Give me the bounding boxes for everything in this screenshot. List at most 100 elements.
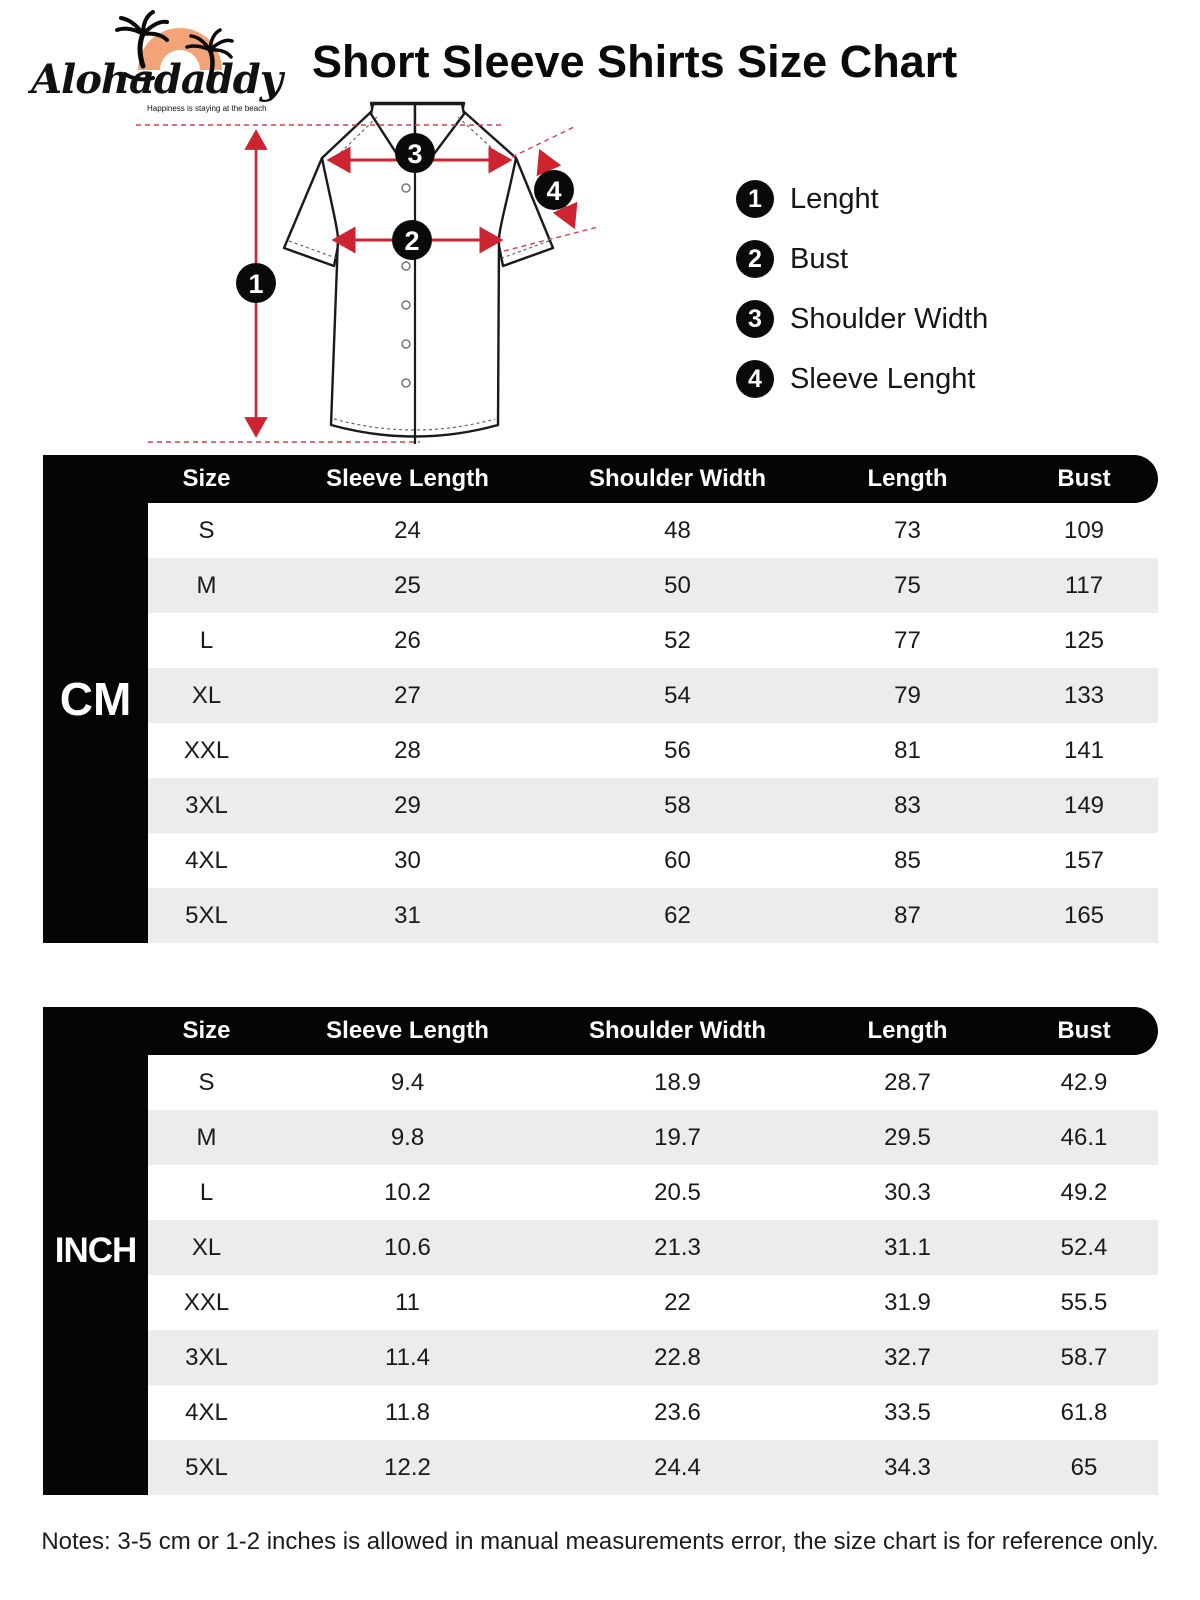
palm-sun-icon	[115, 10, 234, 82]
table-row: M 9.8 19.7 29.5 46.1	[148, 1110, 1158, 1165]
diagram-number-badges: 1 2 3 4	[236, 133, 574, 303]
value-cell: 32.7	[805, 1330, 1010, 1385]
value-cell: 24.4	[550, 1440, 805, 1495]
value-cell: 149	[1010, 778, 1158, 833]
legend-item-sleeve-length: 4 Sleeve Lenght	[736, 360, 988, 398]
value-cell: 18.9	[550, 1055, 805, 1110]
size-cell: S	[148, 503, 265, 558]
size-cell: M	[148, 1110, 265, 1165]
table-row: 5XL 12.2 24.4 34.3 65	[148, 1440, 1158, 1495]
brand-tagline: Happiness is staying at the beach	[147, 104, 267, 113]
value-cell: 81	[805, 723, 1010, 778]
size-cell: 3XL	[148, 778, 265, 833]
value-cell: 60	[550, 833, 805, 888]
cm-table-header-row: Size Sleeve Length Shoulder Width Length…	[148, 455, 1158, 503]
table-row: S 24 48 73 109	[148, 503, 1158, 558]
size-cell: L	[148, 613, 265, 668]
value-cell: 11.8	[265, 1385, 550, 1440]
table-row: 3XL 11.4 22.8 32.7 58.7	[148, 1330, 1158, 1385]
island-swash	[123, 72, 155, 82]
value-cell: 125	[1010, 613, 1158, 668]
value-cell: 58	[550, 778, 805, 833]
size-cell: 5XL	[148, 888, 265, 943]
col-header-shoulder-width: Shoulder Width	[550, 455, 805, 503]
value-cell: 157	[1010, 833, 1158, 888]
value-cell: 46.1	[1010, 1110, 1158, 1165]
size-cell: L	[148, 1165, 265, 1220]
col-header-sleeve-length: Sleeve Length	[265, 455, 550, 503]
size-cell: XXL	[148, 1275, 265, 1330]
value-cell: 62	[550, 888, 805, 943]
value-cell: 28.7	[805, 1055, 1010, 1110]
table-row: L 10.2 20.5 30.3 49.2	[148, 1165, 1158, 1220]
value-cell: 31	[265, 888, 550, 943]
table-row: 4XL 11.8 23.6 33.5 61.8	[148, 1385, 1158, 1440]
value-cell: 19.7	[550, 1110, 805, 1165]
value-cell: 30.3	[805, 1165, 1010, 1220]
value-cell: 77	[805, 613, 1010, 668]
value-cell: 24	[265, 503, 550, 558]
size-cell: S	[148, 1055, 265, 1110]
value-cell: 11	[265, 1275, 550, 1330]
legend-badge-2: 2	[736, 240, 774, 278]
value-cell: 83	[805, 778, 1010, 833]
inch-size-table: INCH Size Sleeve Length Shoulder Width L…	[43, 1007, 1158, 1495]
value-cell: 22	[550, 1275, 805, 1330]
size-cell: XXL	[148, 723, 265, 778]
table-row: S 9.4 18.9 28.7 42.9	[148, 1055, 1158, 1110]
value-cell: 61.8	[1010, 1385, 1158, 1440]
value-cell: 79	[805, 668, 1010, 723]
col-header-size: Size	[148, 1007, 265, 1055]
legend-item-shoulder-width: 3 Shoulder Width	[736, 300, 988, 338]
unit-label-cm: CM	[43, 455, 148, 943]
value-cell: 31.9	[805, 1275, 1010, 1330]
value-cell: 25	[265, 558, 550, 613]
legend-label-bust: Bust	[790, 242, 849, 275]
value-cell: 28	[265, 723, 550, 778]
value-cell: 12.2	[265, 1440, 550, 1495]
value-cell: 49.2	[1010, 1165, 1158, 1220]
value-cell: 65	[1010, 1440, 1158, 1495]
legend-badge-3: 3	[736, 300, 774, 338]
cm-table: Size Sleeve Length Shoulder Width Length…	[148, 455, 1158, 943]
size-cell: 4XL	[148, 1385, 265, 1440]
table-row: M 25 50 75 117	[148, 558, 1158, 613]
value-cell: 34.3	[805, 1440, 1010, 1495]
table-row: XL 27 54 79 133	[148, 668, 1158, 723]
size-cell: XL	[148, 1220, 265, 1275]
value-cell: 9.4	[265, 1055, 550, 1110]
col-header-bust: Bust	[1010, 1007, 1158, 1055]
table-row: XXL 28 56 81 141	[148, 723, 1158, 778]
size-cell: 3XL	[148, 1330, 265, 1385]
shirt-measurement-diagram: 1 2 3 4	[136, 101, 599, 444]
value-cell: 42.9	[1010, 1055, 1158, 1110]
cm-size-table: CM Size Sleeve Length Shoulder Width Len…	[43, 455, 1158, 943]
legend-item-length: 1 Lenght	[736, 180, 988, 218]
value-cell: 33.5	[805, 1385, 1010, 1440]
col-header-length: Length	[805, 1007, 1010, 1055]
value-cell: 73	[805, 503, 1010, 558]
size-cell: XL	[148, 668, 265, 723]
measurement-guide-lines	[136, 124, 599, 443]
table-row: 3XL 29 58 83 149	[148, 778, 1158, 833]
col-header-bust: Bust	[1010, 455, 1158, 503]
col-header-shoulder-width: Shoulder Width	[550, 1007, 805, 1055]
value-cell: 10.2	[265, 1165, 550, 1220]
value-cell: 133	[1010, 668, 1158, 723]
value-cell: 27	[265, 668, 550, 723]
value-cell: 109	[1010, 503, 1158, 558]
value-cell: 22.8	[550, 1330, 805, 1385]
value-cell: 55.5	[1010, 1275, 1158, 1330]
value-cell: 87	[805, 888, 1010, 943]
size-cell: M	[148, 558, 265, 613]
table-row: 5XL 31 62 87 165	[148, 888, 1158, 943]
value-cell: 75	[805, 558, 1010, 613]
legend-label-shoulder-width: Shoulder Width	[790, 302, 989, 335]
size-cell: 5XL	[148, 1440, 265, 1495]
badge-4: 4	[546, 176, 561, 206]
palm-tree-left	[115, 10, 169, 69]
size-cell: 4XL	[148, 833, 265, 888]
value-cell: 85	[805, 833, 1010, 888]
value-cell: 20.5	[550, 1165, 805, 1220]
badge-3: 3	[407, 139, 422, 169]
